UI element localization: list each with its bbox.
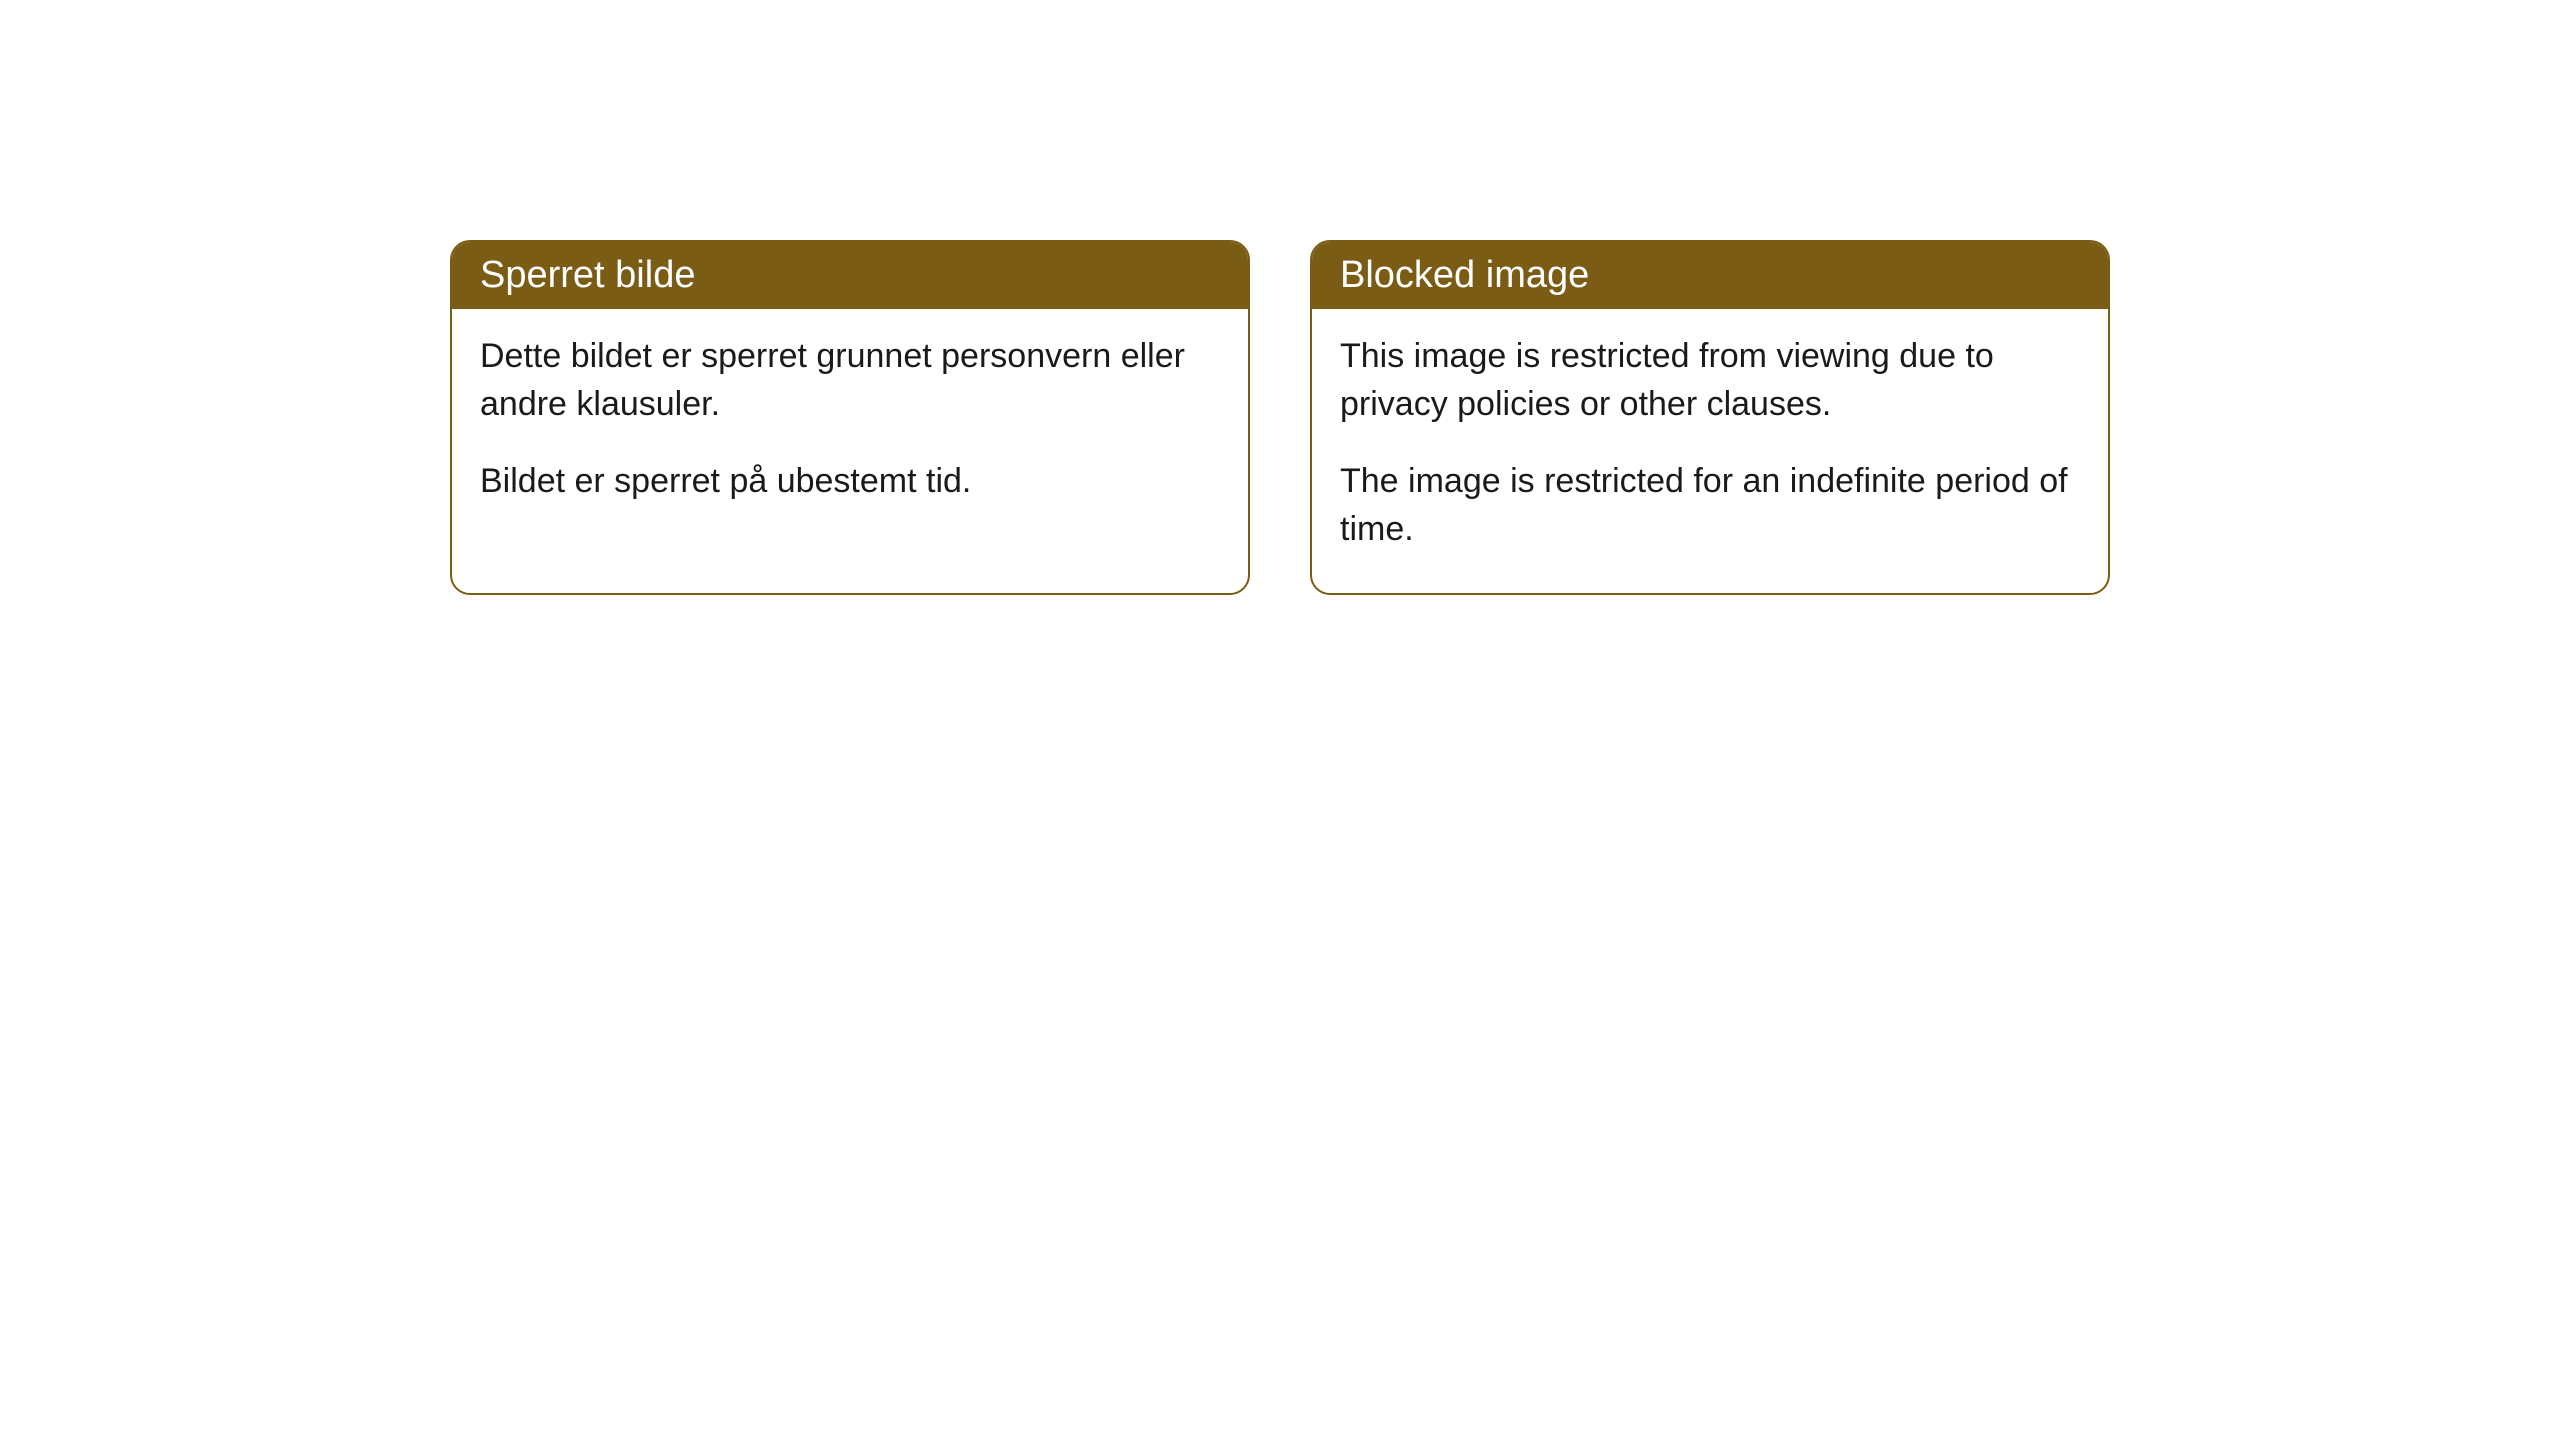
card-paragraph-1-no: Dette bildet er sperret grunnet personve… (480, 333, 1220, 428)
card-body-no: Dette bildet er sperret grunnet personve… (452, 309, 1248, 546)
card-paragraph-1-en: This image is restricted from viewing du… (1340, 333, 2080, 428)
blocked-image-card-en: Blocked image This image is restricted f… (1310, 240, 2110, 595)
card-header-no: Sperret bilde (452, 242, 1248, 309)
card-header-en: Blocked image (1312, 242, 2108, 309)
card-paragraph-2-en: The image is restricted for an indefinit… (1340, 458, 2080, 553)
blocked-image-card-no: Sperret bilde Dette bildet er sperret gr… (450, 240, 1250, 595)
card-paragraph-2-no: Bildet er sperret på ubestemt tid. (480, 458, 1220, 506)
card-body-en: This image is restricted from viewing du… (1312, 309, 2108, 593)
notice-container: Sperret bilde Dette bildet er sperret gr… (0, 0, 2560, 595)
